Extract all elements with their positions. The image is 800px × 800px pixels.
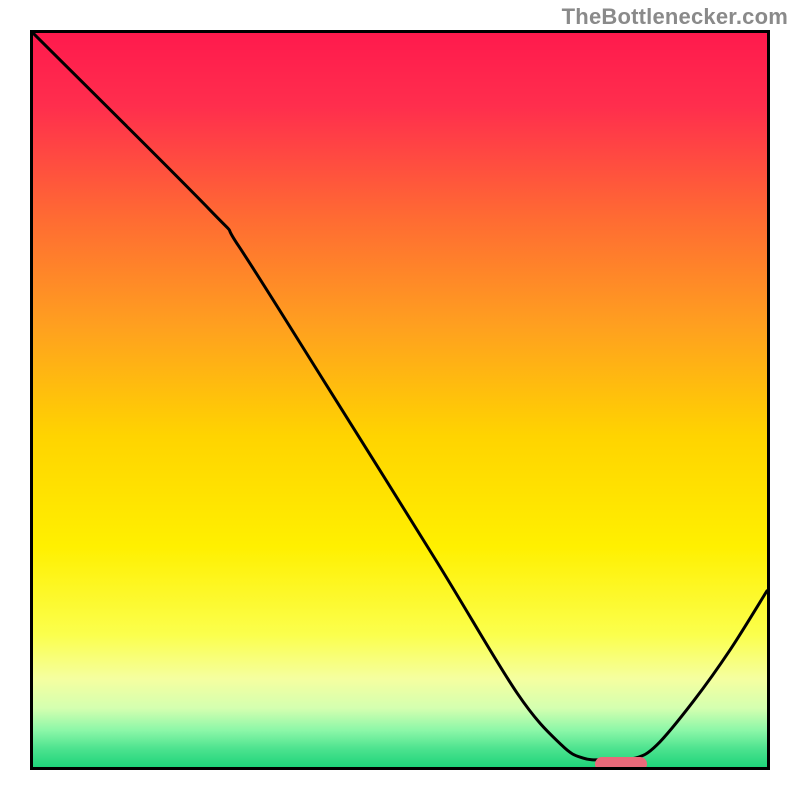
optimal-range-marker	[595, 757, 647, 770]
plot-frame	[30, 30, 770, 770]
curve-svg	[33, 33, 767, 767]
watermark-text: TheBottlenecker.com	[562, 4, 788, 30]
chart-container: TheBottlenecker.com	[0, 0, 800, 800]
bottleneck-curve	[33, 33, 767, 760]
